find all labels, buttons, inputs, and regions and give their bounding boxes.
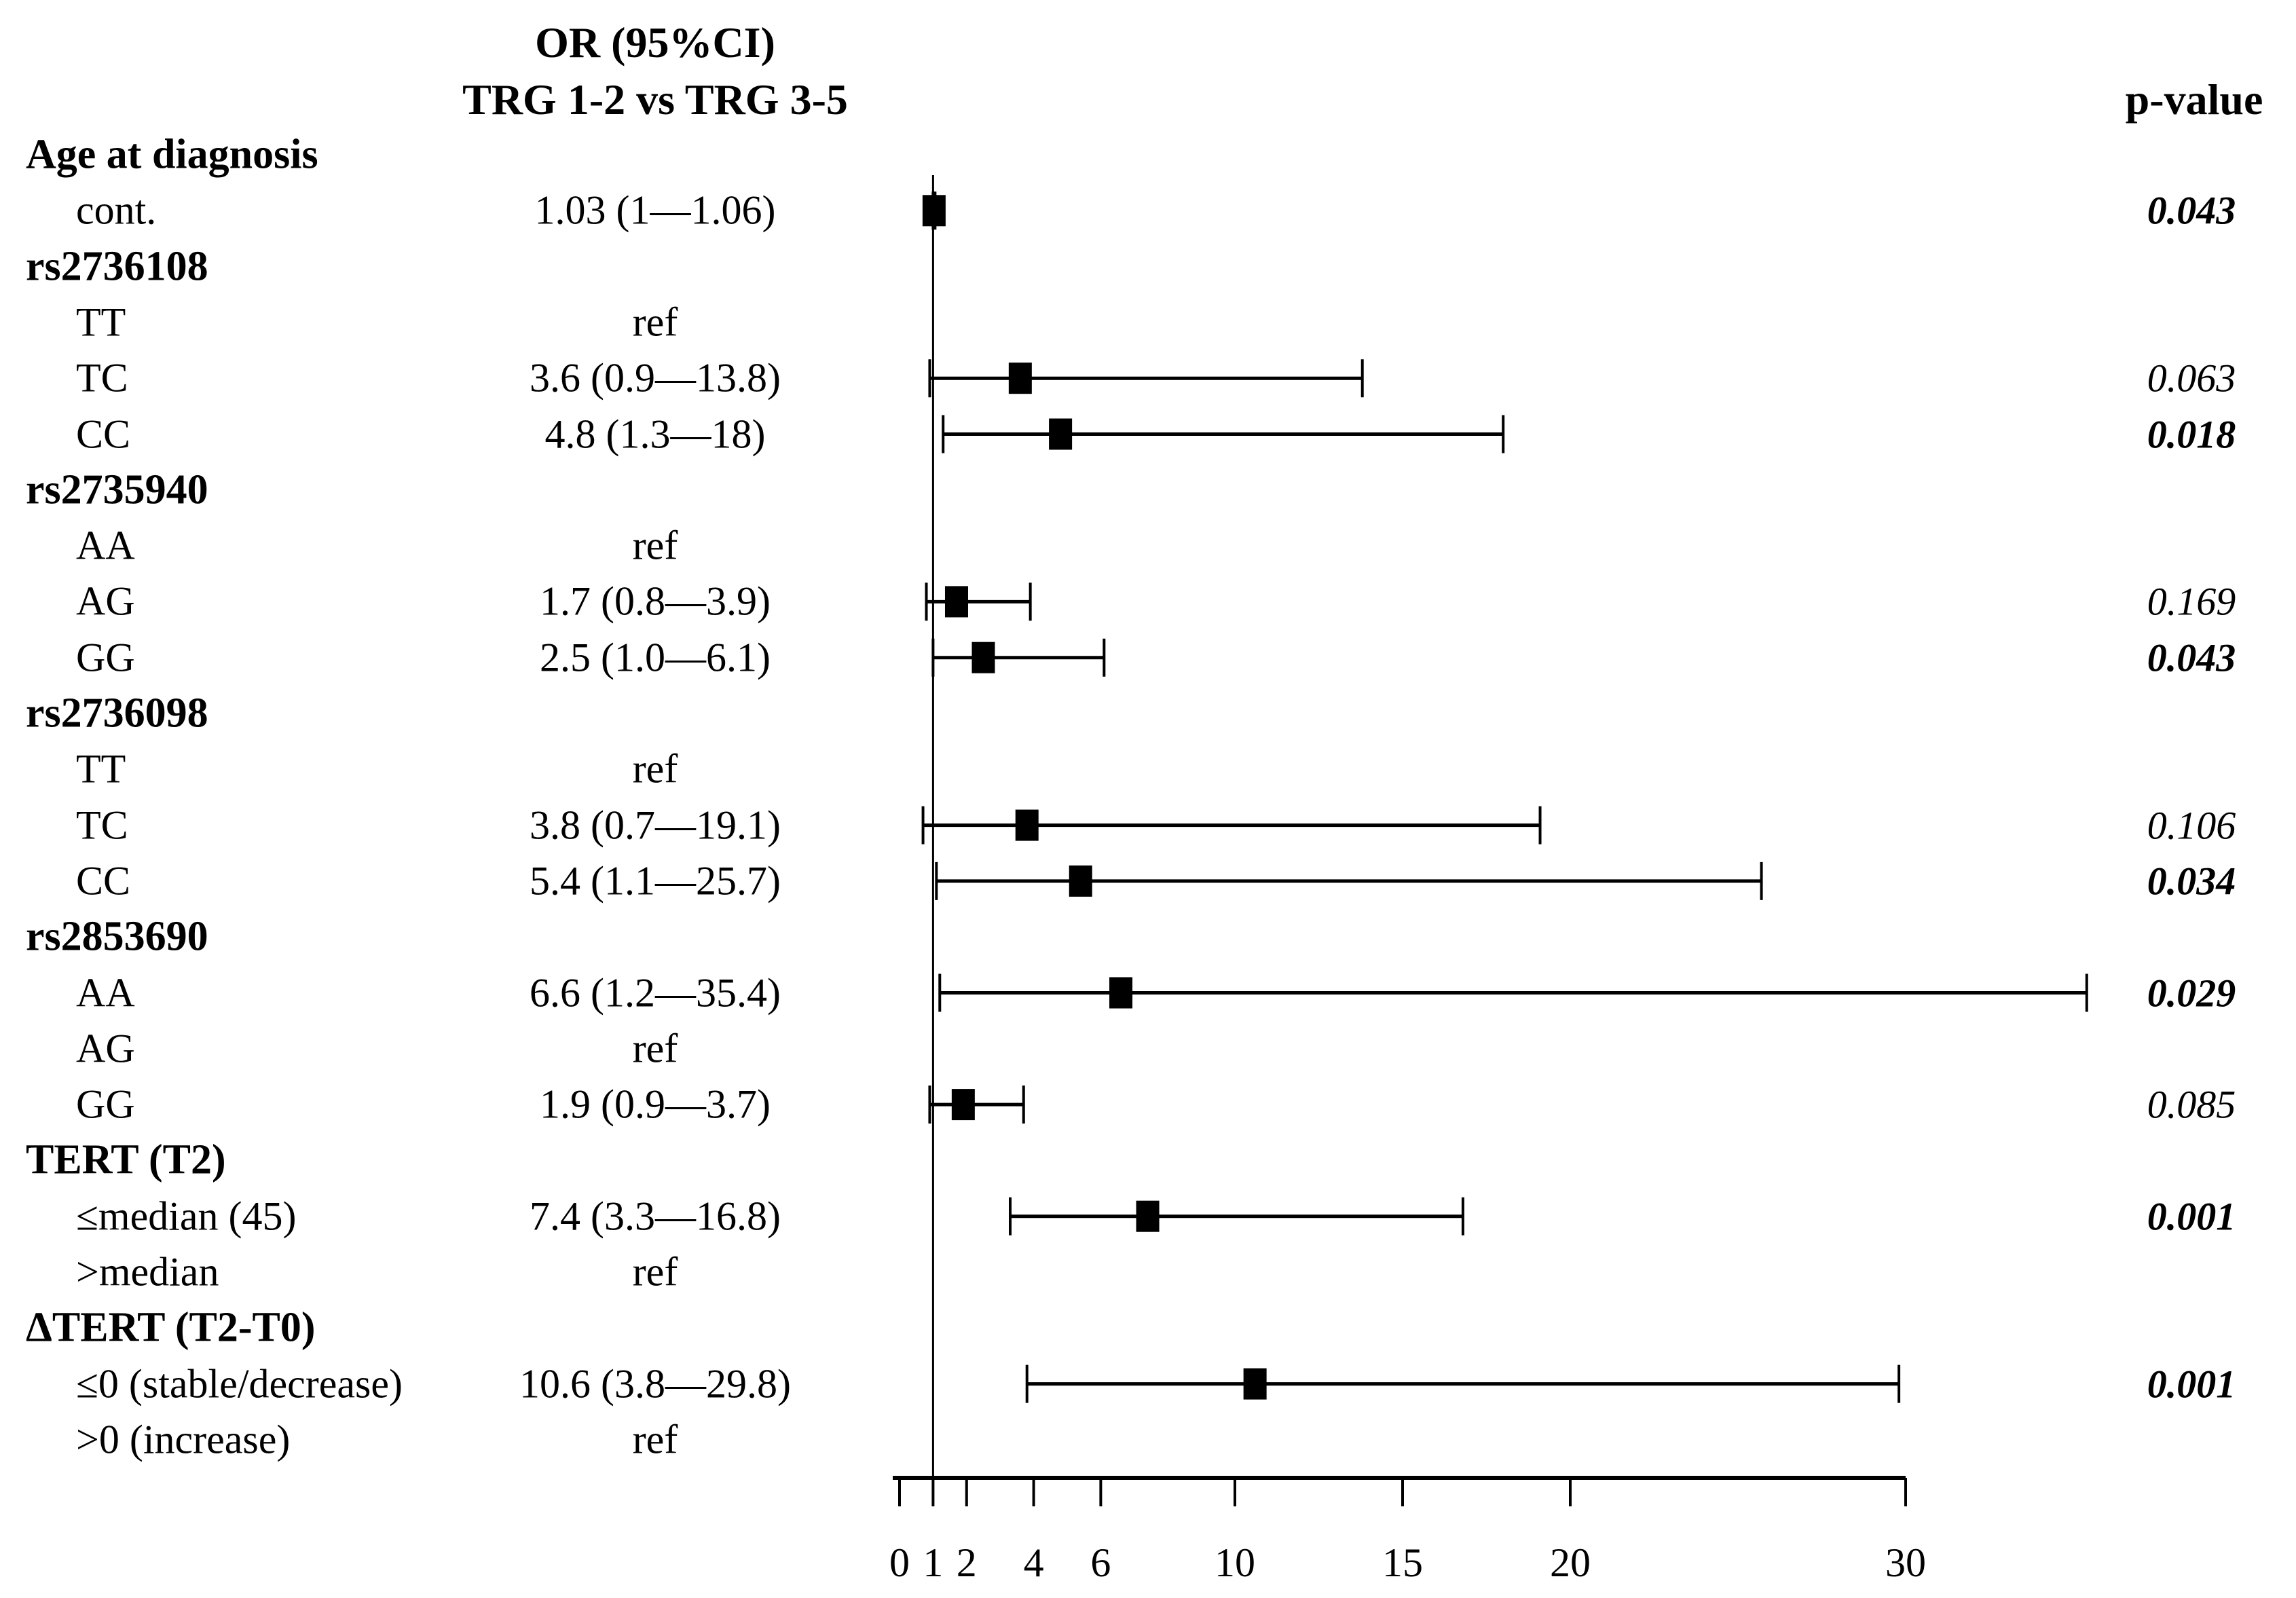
variable-item-label: GG xyxy=(76,635,135,680)
or-ci-value: 6.6 (1.2—35.4) xyxy=(530,970,781,1015)
p-value: 0.034 xyxy=(2147,859,2236,904)
variable-item-label: cont. xyxy=(76,187,157,233)
p-value: 0.043 xyxy=(2147,635,2236,680)
p-value: 0.063 xyxy=(2147,356,2236,401)
variable-item-label: AA xyxy=(76,970,135,1015)
p-value: 0.001 xyxy=(2147,1194,2236,1239)
p-value-header: p-value xyxy=(2125,75,2263,124)
variable-item-label: ≤median (45) xyxy=(76,1193,297,1239)
variable-item-label: >median xyxy=(76,1249,219,1295)
or-ci-value: 10.6 (3.8—29.8) xyxy=(519,1361,791,1407)
or-point-marker xyxy=(1008,363,1032,394)
p-value: 0.043 xyxy=(2147,188,2236,233)
or-ci-value: 5.4 (1.1—25.7) xyxy=(530,858,781,904)
variable-item-label: AG xyxy=(76,578,135,624)
or-ref-value: ref xyxy=(632,1249,678,1295)
or-point-marker xyxy=(1049,418,1073,450)
variable-group-label: rs2736108 xyxy=(26,243,208,290)
x-axis-tick-label: 15 xyxy=(1382,1540,1423,1585)
or-point-marker xyxy=(922,195,946,227)
or-point-marker xyxy=(1069,865,1092,897)
or-ref-value: ref xyxy=(632,746,678,792)
variable-group-label: rs2735940 xyxy=(26,466,208,513)
variable-item-label: CC xyxy=(76,411,131,456)
or-ci-value: 4.8 (1.3—18) xyxy=(544,411,766,456)
variable-group-label: Age at diagnosis xyxy=(26,131,318,178)
x-axis-tick-label: 1 xyxy=(923,1540,943,1585)
x-axis-tick-label: 30 xyxy=(1885,1540,1926,1585)
variable-group-label: rs2853690 xyxy=(26,913,208,960)
or-point-marker xyxy=(944,586,968,618)
or-ref-value: ref xyxy=(632,299,678,345)
variable-group-label: rs2736098 xyxy=(26,690,208,737)
x-axis-tick-label: 2 xyxy=(957,1540,977,1585)
variable-group-label: TERT (T2) xyxy=(26,1136,226,1183)
or-column-header-line1: OR (95%CI) xyxy=(535,18,775,67)
or-ci-value: 3.8 (0.7—19.1) xyxy=(530,802,781,848)
p-value: 0.169 xyxy=(2147,579,2236,624)
or-ref-value: ref xyxy=(632,1026,678,1071)
x-axis-tick-label: 10 xyxy=(1215,1540,1255,1585)
variable-item-label: >0 (increase) xyxy=(76,1417,291,1462)
variable-item-label: TC xyxy=(76,355,128,401)
or-ci-value: 7.4 (3.3—16.8) xyxy=(530,1193,781,1239)
or-ref-value: ref xyxy=(632,523,678,568)
or-ci-value: 1.7 (0.8—3.9) xyxy=(540,578,771,624)
or-ref-value: ref xyxy=(632,1417,678,1462)
variable-item-label: TT xyxy=(76,299,126,345)
or-point-marker xyxy=(1243,1368,1267,1400)
or-point-marker xyxy=(1109,977,1133,1009)
x-axis-tick-label: 4 xyxy=(1024,1540,1044,1585)
or-column-header-line2: TRG 1-2 vs TRG 3-5 xyxy=(462,75,848,124)
variable-item-label: AG xyxy=(76,1026,135,1071)
variable-item-label: TC xyxy=(76,802,128,848)
x-axis-tick-label: 6 xyxy=(1090,1540,1111,1585)
or-ci-value: 1.9 (0.9—3.7) xyxy=(540,1081,771,1127)
p-value: 0.106 xyxy=(2147,803,2236,848)
x-axis-tick-label: 20 xyxy=(1550,1540,1591,1585)
or-point-marker xyxy=(951,1089,975,1121)
variable-item-label: ≤0 (stable/decrease) xyxy=(76,1361,403,1407)
variable-item-label: CC xyxy=(76,858,131,904)
p-value: 0.029 xyxy=(2147,971,2236,1015)
or-point-marker xyxy=(1136,1200,1160,1232)
or-ci-value: 1.03 (1—1.06) xyxy=(534,187,776,233)
p-value: 0.018 xyxy=(2147,412,2236,456)
or-ci-value: 2.5 (1.0—6.1) xyxy=(540,635,771,680)
variable-group-label: ΔTERT (T2-T0) xyxy=(26,1304,316,1351)
variable-item-label: GG xyxy=(76,1081,135,1127)
variable-item-label: TT xyxy=(76,746,126,792)
or-point-marker xyxy=(971,642,995,673)
p-value: 0.085 xyxy=(2147,1082,2236,1127)
or-point-marker xyxy=(1015,809,1039,841)
x-axis-tick-label: 0 xyxy=(889,1540,910,1585)
p-value: 0.001 xyxy=(2147,1362,2236,1407)
variable-item-label: AA xyxy=(76,523,135,568)
or-ci-value: 3.6 (0.9—13.8) xyxy=(530,355,781,401)
